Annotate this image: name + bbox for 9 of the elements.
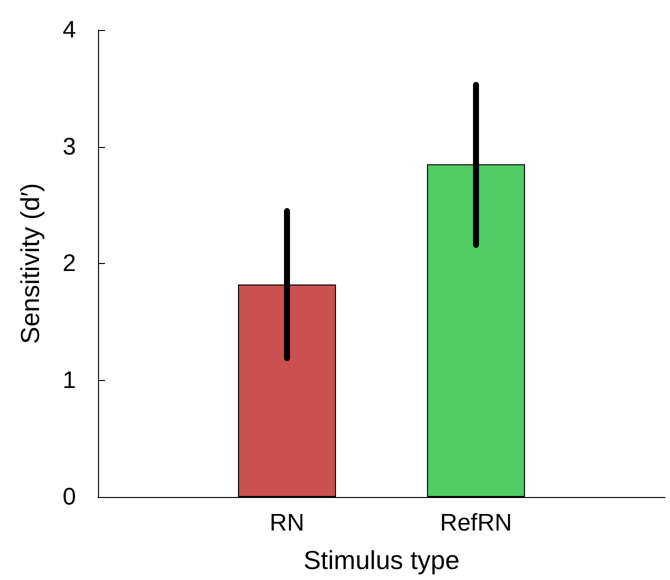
y-axis-title: Sensitivity (d′) — [15, 183, 45, 344]
y-tick-label: 2 — [62, 250, 76, 277]
y-tick-label: 3 — [62, 133, 76, 160]
x-tick-label: RefRN — [440, 510, 512, 536]
y-tick-label: 4 — [62, 16, 76, 44]
x-tick-label: RN — [270, 510, 304, 536]
x-axis-title: Stimulus type — [303, 545, 460, 575]
y-tick-label: 0 — [62, 484, 76, 510]
y-tick-label: 1 — [62, 366, 76, 394]
